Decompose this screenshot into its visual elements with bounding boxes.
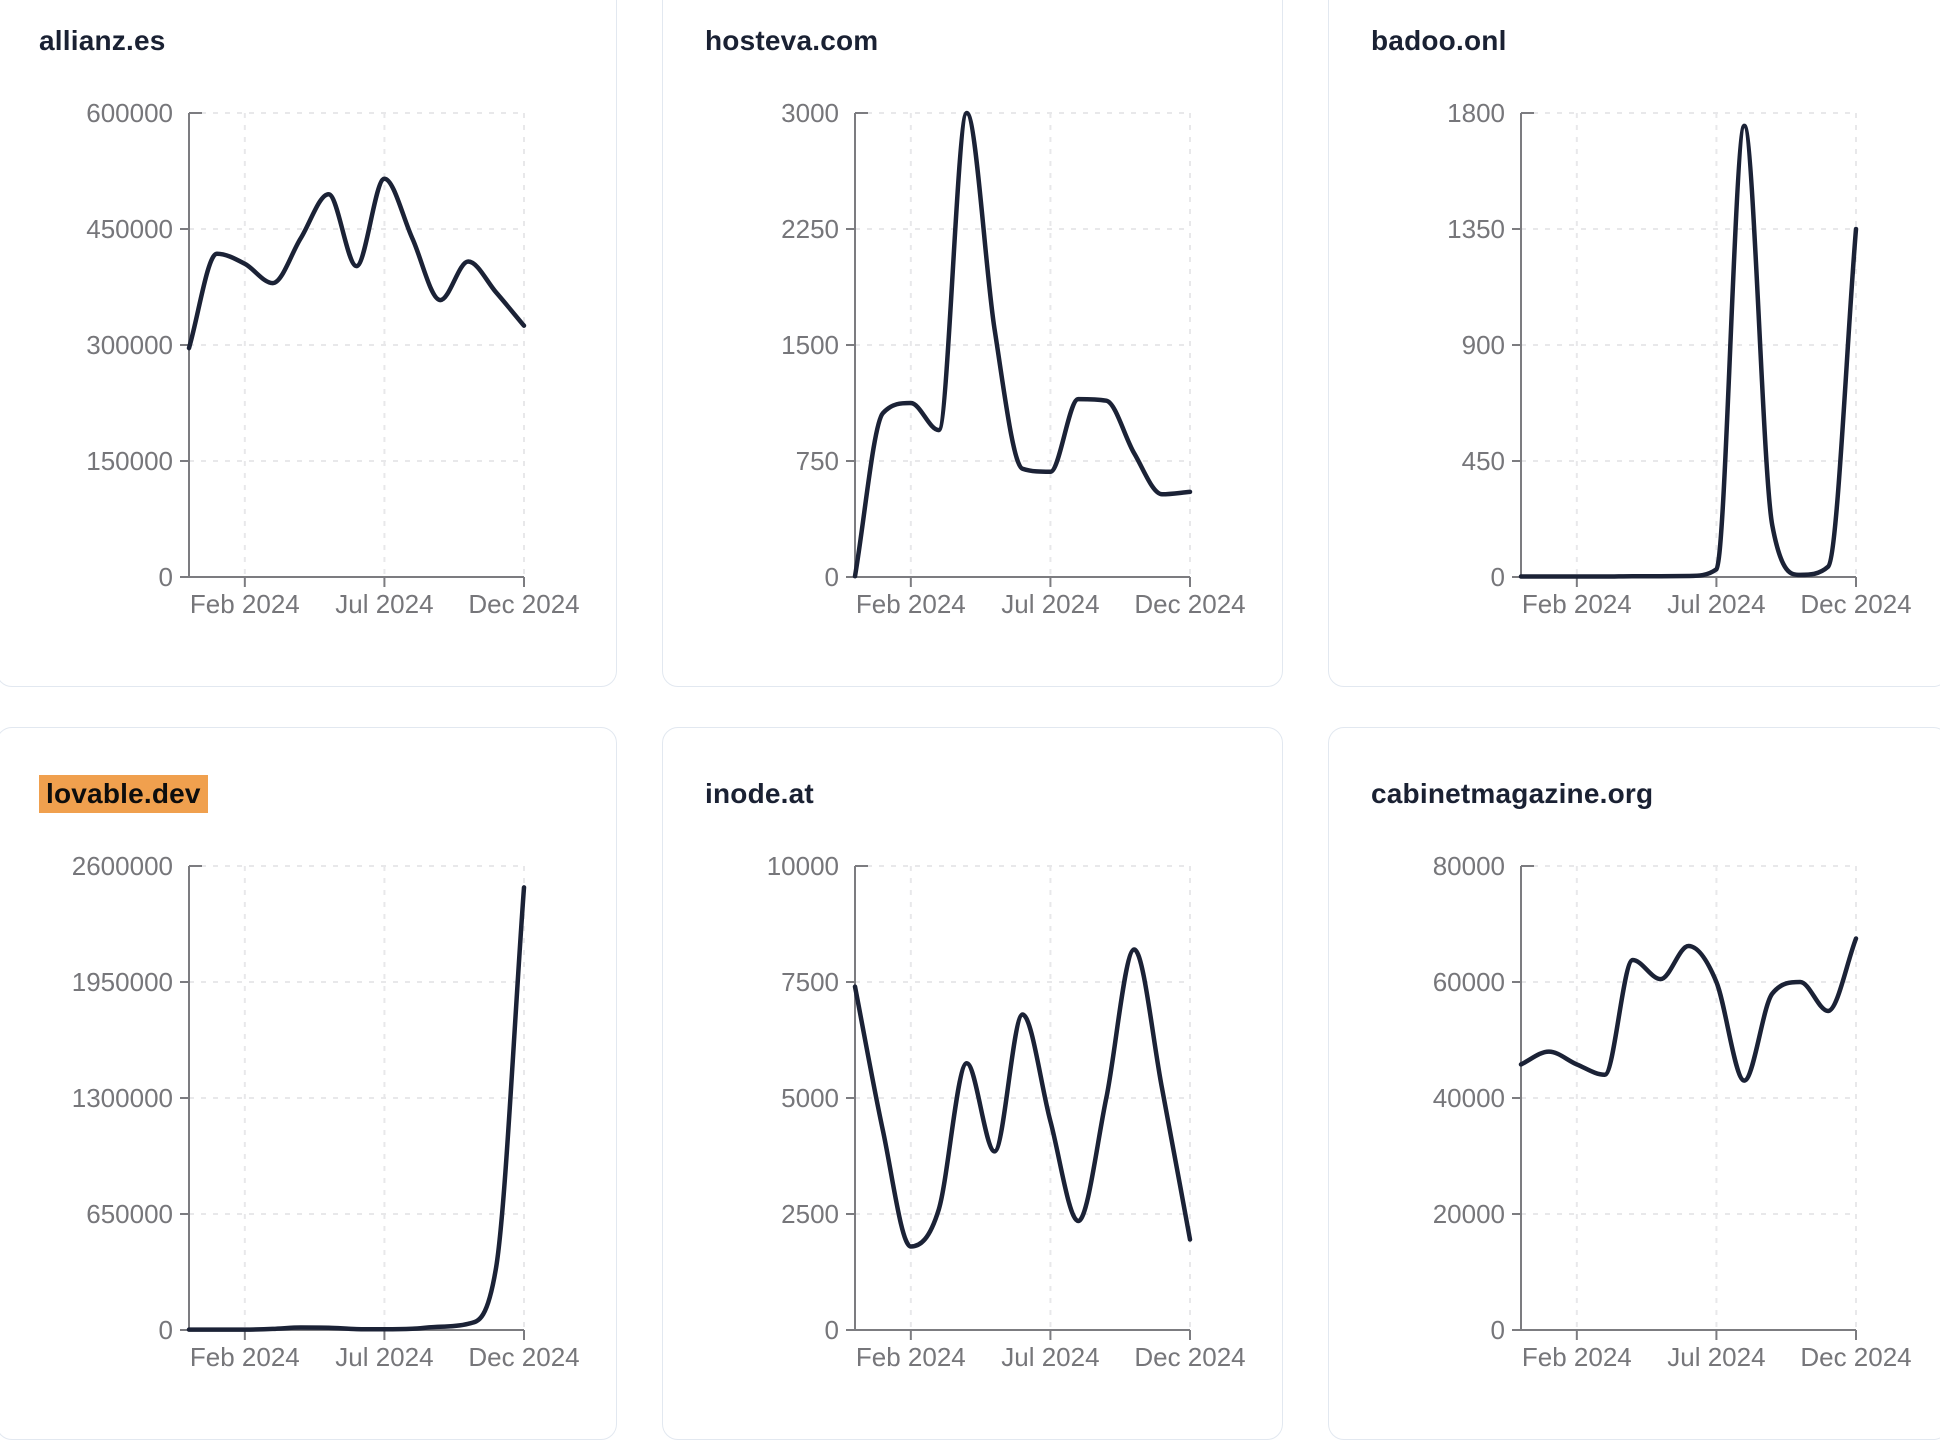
svg-text:Feb 2024: Feb 2024 xyxy=(1522,589,1632,619)
chart-card-hosteva-com[interactable]: hosteva.com 0 750 1500 2250 3000 Feb 2024 Jul … xyxy=(662,0,1283,687)
svg-text:0: 0 xyxy=(159,1315,173,1345)
svg-text:2600000: 2600000 xyxy=(72,851,173,881)
chart-title-wrap: allianz.es xyxy=(39,21,166,61)
chart-card-badoo-onl[interactable]: badoo.onl 0 450 900 1350 1800 Feb 2024 Jul 202… xyxy=(1328,0,1940,687)
chart-title-wrap: hosteva.com xyxy=(705,21,878,61)
svg-text:Feb 2024: Feb 2024 xyxy=(1522,1342,1632,1372)
svg-text:Feb 2024: Feb 2024 xyxy=(856,589,966,619)
svg-text:0: 0 xyxy=(825,1315,839,1345)
svg-text:Feb 2024: Feb 2024 xyxy=(856,1342,966,1372)
svg-text:Jul 2024: Jul 2024 xyxy=(335,589,433,619)
svg-text:2500: 2500 xyxy=(781,1199,839,1229)
svg-text:750: 750 xyxy=(796,446,839,476)
svg-text:Dec 2024: Dec 2024 xyxy=(1800,589,1911,619)
chart-card-allianz-es[interactable]: allianz.es 0 150000 300000 450000 600000 Feb … xyxy=(0,0,617,687)
svg-text:0: 0 xyxy=(159,562,173,592)
chart-title-highlighted: lovable.dev xyxy=(39,775,208,813)
svg-text:0: 0 xyxy=(825,562,839,592)
svg-text:Jul 2024: Jul 2024 xyxy=(1667,589,1765,619)
chart-title: hosteva.com xyxy=(705,25,879,56)
svg-text:5000: 5000 xyxy=(781,1083,839,1113)
svg-text:450: 450 xyxy=(1462,446,1505,476)
chart-card-inode-at[interactable]: inode.at 0 2500 5000 7500 10000 Feb 2024 Jul 2… xyxy=(662,727,1283,1440)
svg-text:900: 900 xyxy=(1462,330,1505,360)
line-chart: 0 450 900 1350 1800 Feb 2024 Jul 2024 Dec 2024 xyxy=(1447,98,1912,619)
svg-text:Dec 2024: Dec 2024 xyxy=(468,1342,579,1372)
svg-text:3000: 3000 xyxy=(781,98,839,128)
line-chart: 0 2500 5000 7500 10000 Feb 2024 Jul 2024 Dec 20… xyxy=(767,851,1246,1372)
chart-title: inode.at xyxy=(705,778,814,809)
line-chart: 0 650000 1300000 1950000 2600000 Feb 2024 Jul … xyxy=(72,851,580,1372)
svg-text:1800: 1800 xyxy=(1447,98,1505,128)
svg-text:20000: 20000 xyxy=(1433,1199,1505,1229)
svg-text:Feb 2024: Feb 2024 xyxy=(190,1342,300,1372)
svg-text:Jul 2024: Jul 2024 xyxy=(1667,1342,1765,1372)
svg-text:2250: 2250 xyxy=(781,214,839,244)
chart-title-wrap: badoo.onl xyxy=(1371,21,1507,61)
svg-text:1500: 1500 xyxy=(781,330,839,360)
svg-text:Jul 2024: Jul 2024 xyxy=(335,1342,433,1372)
chart-title: cabinetmagazine.org xyxy=(1371,778,1654,809)
chart-card-cabinetmagazine-org[interactable]: cabinetmagazine.org 0 20000 40000 60000 8000… xyxy=(1328,727,1940,1440)
svg-text:600000: 600000 xyxy=(86,98,173,128)
line-chart: 0 750 1500 2250 3000 Feb 2024 Jul 2024 Dec 2024 xyxy=(781,98,1246,619)
svg-text:450000: 450000 xyxy=(86,214,173,244)
chart-title-wrap: cabinetmagazine.org xyxy=(1371,774,1653,814)
line-chart: 0 20000 40000 60000 80000 Feb 2024 Jul 2024 Dec… xyxy=(1433,851,1912,1372)
svg-text:1950000: 1950000 xyxy=(72,967,173,997)
svg-text:Feb 2024: Feb 2024 xyxy=(190,589,300,619)
svg-text:10000: 10000 xyxy=(767,851,839,881)
svg-text:7500: 7500 xyxy=(781,967,839,997)
chart-title-wrap: lovable.dev xyxy=(39,774,208,814)
svg-text:Dec 2024: Dec 2024 xyxy=(468,589,579,619)
line-chart: 0 150000 300000 450000 600000 Feb 2024 Jul 202… xyxy=(86,98,579,619)
chart-title: badoo.onl xyxy=(1371,25,1507,56)
svg-text:0: 0 xyxy=(1491,562,1505,592)
svg-text:1350: 1350 xyxy=(1447,214,1505,244)
svg-text:0: 0 xyxy=(1491,1315,1505,1345)
svg-text:80000: 80000 xyxy=(1433,851,1505,881)
svg-text:1300000: 1300000 xyxy=(72,1083,173,1113)
svg-text:Dec 2024: Dec 2024 xyxy=(1800,1342,1911,1372)
svg-text:300000: 300000 xyxy=(86,330,173,360)
svg-text:Jul 2024: Jul 2024 xyxy=(1001,589,1099,619)
svg-text:650000: 650000 xyxy=(86,1199,173,1229)
chart-title-wrap: inode.at xyxy=(705,774,814,814)
chart-card-lovable-dev[interactable]: lovable.dev 0 650000 1300000 1950000 2600000… xyxy=(0,727,617,1440)
svg-text:Dec 2024: Dec 2024 xyxy=(1134,589,1245,619)
svg-text:40000: 40000 xyxy=(1433,1083,1505,1113)
chart-title: allianz.es xyxy=(39,25,166,56)
svg-text:Jul 2024: Jul 2024 xyxy=(1001,1342,1099,1372)
svg-text:Dec 2024: Dec 2024 xyxy=(1134,1342,1245,1372)
svg-text:150000: 150000 xyxy=(86,446,173,476)
svg-text:60000: 60000 xyxy=(1433,967,1505,997)
